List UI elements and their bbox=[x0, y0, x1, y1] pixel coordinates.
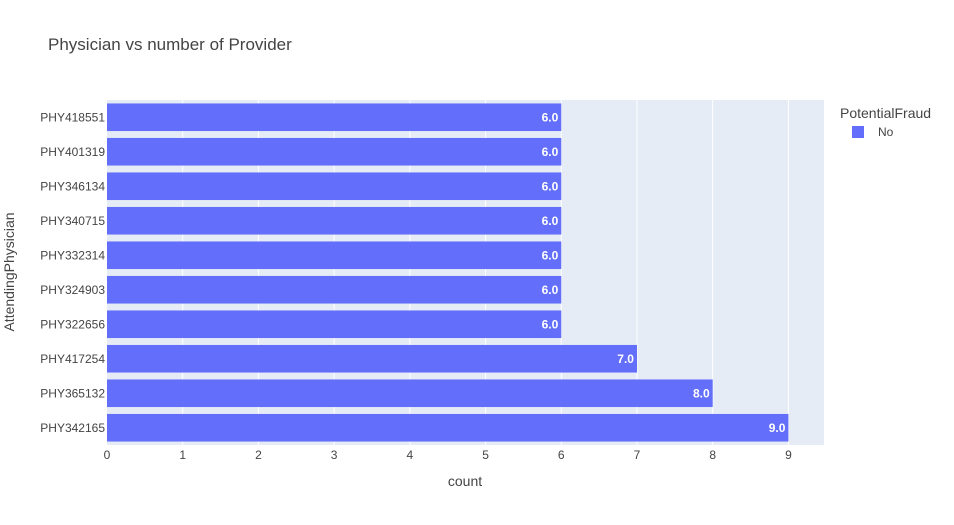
y-tick-label: PHY342165 bbox=[40, 421, 105, 435]
bar-labels: 6.0 6.0 6.0 6.0 6.0 6.0 6.0 7.0 8.0 9.0 bbox=[542, 110, 786, 435]
x-tick-label: 5 bbox=[482, 448, 489, 462]
x-axis-title: count bbox=[448, 473, 482, 489]
y-tick-label: PHY401319 bbox=[40, 145, 105, 159]
y-tick-label: PHY332314 bbox=[40, 248, 105, 262]
x-tick-labels: 0 1 2 3 4 5 6 7 8 9 bbox=[104, 448, 792, 462]
x-tick-label: 7 bbox=[634, 448, 641, 462]
bar-data-label: 6.0 bbox=[542, 283, 559, 297]
y-tick-label: PHY322656 bbox=[40, 317, 105, 331]
x-tick-label: 8 bbox=[709, 448, 716, 462]
bar-data-label: 6.0 bbox=[542, 179, 559, 193]
legend[interactable]: PotentialFraud No bbox=[840, 105, 931, 139]
legend-swatch[interactable] bbox=[852, 126, 864, 138]
bar[interactable] bbox=[107, 103, 562, 132]
x-tick-label: 0 bbox=[104, 448, 111, 462]
bar-data-label: 8.0 bbox=[693, 386, 710, 400]
x-tick-label: 1 bbox=[179, 448, 186, 462]
x-tick-label: 6 bbox=[558, 448, 565, 462]
x-tick-label: 3 bbox=[331, 448, 338, 462]
y-tick-label: PHY418551 bbox=[40, 110, 105, 124]
bar-data-label: 6.0 bbox=[542, 110, 559, 124]
legend-title: PotentialFraud bbox=[840, 105, 931, 121]
bar-data-label: 6.0 bbox=[542, 317, 559, 331]
bar[interactable] bbox=[107, 241, 562, 270]
y-tick-label: PHY346134 bbox=[40, 179, 105, 193]
y-tick-labels: PHY418551 PHY401319 PHY346134 PHY340715 PHY3… bbox=[40, 110, 105, 435]
y-tick-label: PHY340715 bbox=[40, 214, 105, 228]
bar-data-label: 7.0 bbox=[617, 352, 634, 366]
bar-data-label: 9.0 bbox=[769, 421, 786, 435]
y-tick-label: PHY365132 bbox=[40, 386, 105, 400]
bar-data-label: 6.0 bbox=[542, 214, 559, 228]
x-tick-label: 2 bbox=[255, 448, 262, 462]
x-tick-label: 4 bbox=[407, 448, 414, 462]
bar[interactable] bbox=[107, 379, 713, 408]
x-tick-label: 9 bbox=[785, 448, 792, 462]
bar[interactable] bbox=[107, 172, 562, 201]
bar[interactable] bbox=[107, 137, 562, 166]
bar[interactable] bbox=[107, 344, 637, 373]
bar[interactable] bbox=[107, 275, 562, 304]
y-tick-label: PHY324903 bbox=[40, 283, 105, 297]
bar[interactable] bbox=[107, 206, 562, 235]
bar[interactable] bbox=[107, 413, 789, 442]
bar-data-label: 6.0 bbox=[542, 145, 559, 159]
legend-entry-no[interactable]: No bbox=[878, 125, 894, 139]
y-axis-title: AttendingPhysician bbox=[1, 212, 17, 331]
y-tick-label: PHY417254 bbox=[40, 352, 105, 366]
chart-title: Physician vs number of Provider bbox=[48, 35, 292, 54]
bar[interactable] bbox=[107, 310, 562, 339]
bar-data-label: 6.0 bbox=[542, 248, 559, 262]
bars bbox=[107, 103, 789, 442]
